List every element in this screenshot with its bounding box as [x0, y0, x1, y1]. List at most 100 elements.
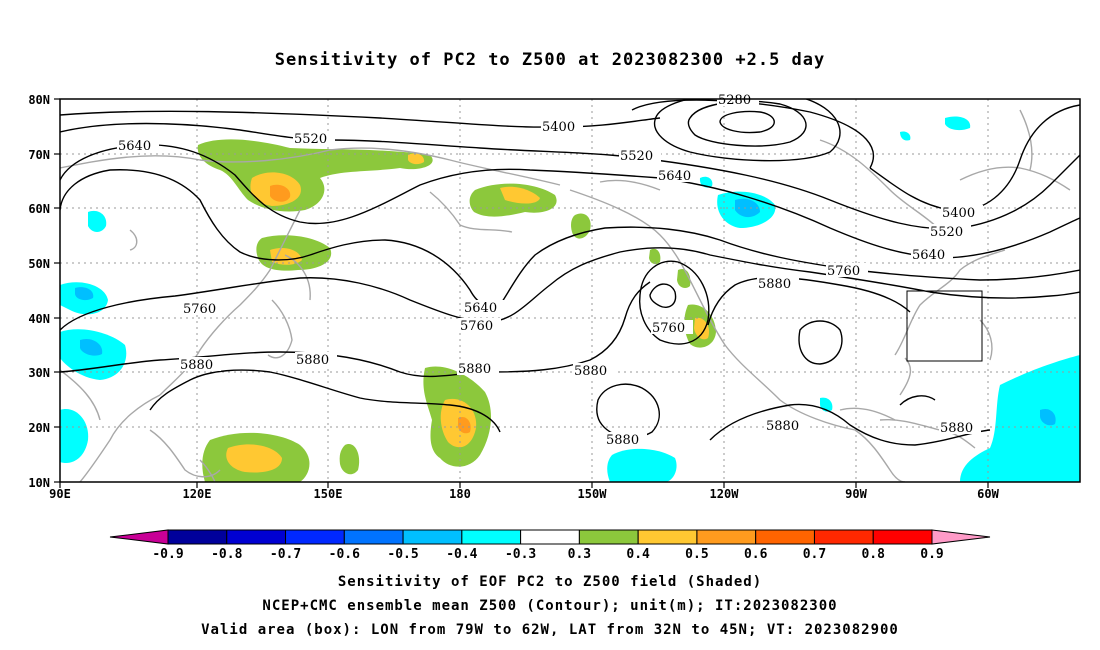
positive-region [694, 317, 710, 340]
latitude-labels: 80N 70N 60N 50N 40N 30N 20N 10N [28, 93, 50, 490]
negative-region [960, 355, 1080, 482]
lon-label: 120W [710, 487, 740, 501]
contour-label: 5880 [940, 421, 973, 436]
contour-label: 5760 [183, 302, 216, 317]
contour-line [149, 369, 501, 433]
colorbar-label: -0.6 [329, 547, 360, 562]
contour-line [595, 383, 660, 439]
caption-shading: Sensitivity of EOF PC2 to Z500 field (Sh… [337, 574, 763, 590]
colorbar-label: 0.3 [568, 547, 591, 562]
positive-region [339, 444, 360, 475]
map-frame [59, 98, 1081, 483]
positive-region [270, 184, 291, 202]
lon-label: 90W [845, 487, 867, 501]
contour-label: 5280 [718, 93, 751, 108]
contour-label: 5880 [296, 353, 329, 368]
contour-label: 5520 [294, 132, 327, 147]
colorbar-label: 0.9 [920, 547, 943, 562]
coastline [959, 166, 1071, 191]
coastline [899, 357, 912, 396]
contour-label: 5880 [606, 433, 639, 448]
colorbar-segment [285, 529, 345, 545]
colorbar-label: 0.5 [685, 547, 708, 562]
positive-region [500, 186, 540, 204]
contour-label: 5640 [912, 248, 945, 263]
contour-label: 5880 [574, 364, 607, 379]
contour-label: 5880 [458, 362, 491, 377]
colorbar-label: -0.4 [446, 547, 477, 562]
colorbar-label: -0.9 [152, 547, 183, 562]
negative-region [1040, 408, 1056, 426]
colorbar-segment [696, 529, 757, 545]
lon-label: 150W [578, 487, 608, 501]
coastline [149, 429, 221, 478]
colorbar-segment [226, 529, 287, 545]
caption-valid-area: Valid area (box): LON from 79W to 62W, L… [201, 622, 899, 638]
positive-region [408, 153, 425, 165]
lat-label: 20N [28, 421, 50, 435]
negative-region [945, 116, 971, 131]
coastline [129, 229, 138, 251]
colorbar-segment [167, 529, 228, 545]
coastline [267, 299, 293, 359]
lon-label: 90E [49, 487, 71, 501]
contour-line [60, 110, 661, 128]
contour-label: 5880 [180, 358, 213, 373]
colorbar-segment [520, 529, 580, 545]
coastline [79, 394, 161, 482]
colorbar-label: -0.8 [211, 547, 242, 562]
lat-label: 60N [28, 202, 50, 216]
negative-region [900, 131, 911, 141]
coastline [60, 369, 101, 421]
negative-region [75, 287, 94, 301]
lat-label: 10N [28, 476, 50, 490]
gridlines [60, 99, 1080, 482]
lon-label: 150E [314, 487, 343, 501]
positive-region [457, 416, 471, 434]
coastline [1019, 109, 1033, 171]
coastline [839, 407, 896, 421]
contour-line [899, 395, 936, 406]
contour-line [653, 99, 841, 162]
contour-label: 5640 [658, 169, 691, 184]
colorbar-arrow-high [931, 529, 991, 545]
colorbar-label: -0.3 [505, 547, 536, 562]
coastline [60, 147, 561, 186]
contour-label: 5760 [652, 321, 685, 336]
colorbar-segment [872, 529, 933, 545]
colorbar-label: -0.7 [270, 547, 301, 562]
contour-line [869, 104, 1080, 212]
colorbar-label: 0.6 [744, 547, 768, 562]
colorbar-segment [637, 529, 698, 545]
tick-marks [54, 98, 989, 488]
contour-label: 5400 [542, 120, 575, 135]
contour-label: 5520 [930, 225, 963, 240]
colorbar-label: -0.5 [387, 547, 418, 562]
contour-label: 5880 [758, 277, 791, 292]
contour-labels: 5280 5400 5400 5520 5520 5520 5640 5640 … [117, 92, 983, 448]
caption-contour: NCEP+CMC ensemble mean Z500 (Contour); u… [262, 598, 838, 614]
negative-region [80, 338, 103, 356]
contour-line [60, 247, 1080, 331]
contour-line [60, 281, 651, 378]
negative-region [607, 448, 677, 482]
negative-region [735, 198, 760, 218]
plot-title: Sensitivity of PC2 to Z500 at 2023082300… [274, 50, 826, 70]
lon-label: 120E [183, 487, 212, 501]
colorbar-segment [578, 529, 639, 545]
colorbar-label: 0.7 [803, 547, 826, 562]
contour-label: 5520 [620, 149, 653, 164]
coastline [854, 429, 906, 482]
lat-label: 50N [28, 257, 50, 271]
contour-line [719, 110, 775, 134]
longitude-labels: 90E 120E 150E 180 150W 120W 90W 60W [49, 487, 999, 501]
colorbar: -0.9 -0.8 -0.7 -0.6 -0.5 -0.4 -0.3 0.3 0.4 0.5 0.6… [109, 529, 991, 562]
lon-label: 60W [977, 487, 999, 501]
contour-label: 5640 [118, 139, 151, 154]
contour-label: 5760 [460, 319, 493, 334]
coastline [599, 179, 661, 191]
colorbar-segment [343, 529, 404, 545]
lat-label: 80N [28, 93, 50, 107]
negative-region [88, 210, 107, 232]
